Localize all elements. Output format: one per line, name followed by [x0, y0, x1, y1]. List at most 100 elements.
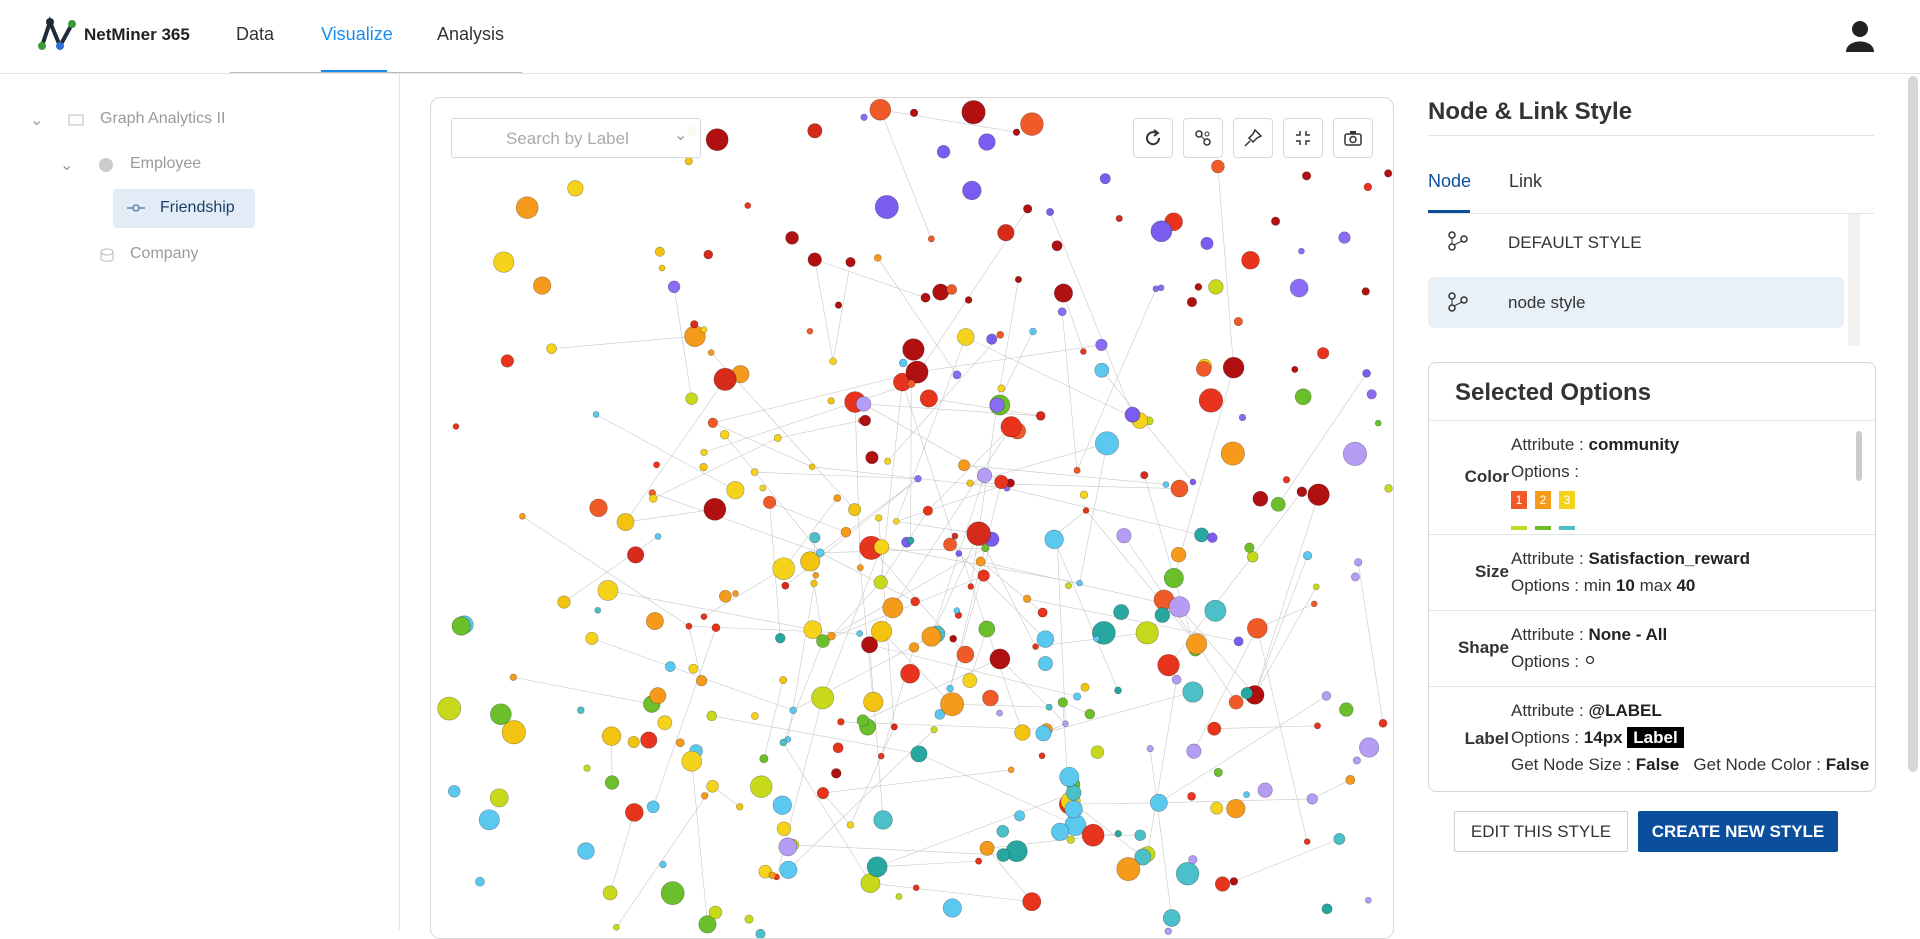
graph-node[interactable] [874, 811, 893, 830]
graph-node[interactable] [1183, 682, 1203, 702]
graph-node[interactable] [1271, 217, 1279, 225]
graph-node[interactable] [1001, 417, 1022, 438]
graph-node[interactable] [943, 899, 961, 917]
graph-node[interactable] [896, 893, 902, 899]
graph-node[interactable] [962, 100, 985, 123]
graph-node[interactable] [871, 621, 891, 641]
graph-node[interactable] [760, 755, 768, 763]
graph-node[interactable] [903, 339, 925, 361]
graph-node[interactable] [1046, 208, 1053, 215]
graph-node[interactable] [891, 724, 897, 730]
graph-node[interactable] [668, 281, 680, 293]
graph-node[interactable] [1303, 551, 1312, 560]
graph-node[interactable] [947, 685, 954, 692]
graph-node[interactable] [501, 355, 514, 368]
graph-node[interactable] [727, 481, 745, 499]
graph-node[interactable] [1115, 687, 1122, 694]
graph-node[interactable] [933, 284, 949, 300]
graph-node[interactable] [745, 203, 751, 209]
graph-node[interactable] [1045, 530, 1064, 549]
graph-node[interactable] [1208, 722, 1221, 735]
graph-node[interactable] [649, 495, 657, 503]
graph-node[interactable] [1362, 288, 1370, 296]
graph-node[interactable] [928, 236, 934, 242]
graph-node[interactable] [809, 464, 815, 470]
graph-node[interactable] [968, 584, 974, 590]
graph-node[interactable] [811, 580, 818, 587]
screenshot-button[interactable] [1333, 118, 1373, 158]
graph-node[interactable] [1346, 775, 1355, 784]
graph-node[interactable] [593, 411, 599, 417]
graph-node[interactable] [658, 716, 672, 730]
graph-node[interactable] [884, 458, 891, 465]
graph-node[interactable] [812, 687, 834, 709]
graph-node[interactable] [655, 247, 664, 256]
graph-node[interactable] [732, 590, 738, 596]
graph-node[interactable] [625, 803, 643, 821]
list-scrollbar[interactable] [1848, 214, 1860, 346]
graph-node[interactable] [1172, 675, 1181, 684]
graph-node[interactable] [1116, 215, 1122, 221]
graph-node[interactable] [875, 514, 882, 521]
graph-node[interactable] [977, 468, 992, 483]
graph-node[interactable] [547, 344, 557, 354]
graph-node[interactable] [516, 197, 538, 219]
graph-node[interactable] [661, 882, 684, 905]
graph-node[interactable] [1066, 785, 1081, 800]
graph-node[interactable] [866, 451, 879, 464]
layout-button[interactable] [1183, 118, 1223, 158]
graph-node[interactable] [846, 257, 856, 267]
graph-node[interactable] [883, 598, 903, 618]
graph-node[interactable] [578, 843, 595, 860]
graph-node[interactable] [1062, 721, 1068, 727]
graph-node[interactable] [659, 265, 665, 271]
graph-node[interactable] [690, 321, 698, 329]
graph-node[interactable] [1171, 480, 1188, 497]
graph-node[interactable] [646, 612, 663, 629]
graph-node[interactable] [817, 787, 828, 798]
graph-node[interactable] [1194, 528, 1208, 542]
graph-node[interactable] [857, 565, 863, 571]
graph-node[interactable] [584, 765, 591, 772]
graph-node[interactable] [923, 506, 933, 516]
graph-node[interactable] [1023, 595, 1031, 603]
graph-node[interactable] [790, 707, 797, 714]
graph-node[interactable] [558, 596, 571, 609]
graph-node[interactable] [1239, 414, 1246, 421]
tree-item[interactable]: Graph Analytics II [100, 110, 225, 128]
graph-node[interactable] [1013, 129, 1020, 136]
graph-node[interactable] [475, 877, 484, 886]
graph-node[interactable] [1195, 283, 1202, 290]
graph-node[interactable] [997, 331, 1004, 338]
graph-node[interactable] [1030, 328, 1037, 335]
tree-item[interactable]: Employee [130, 155, 201, 173]
graph-node[interactable] [1051, 823, 1068, 840]
graph-node[interactable] [598, 580, 618, 600]
graph-node[interactable] [577, 707, 584, 714]
graph-node[interactable] [1343, 442, 1366, 465]
nav-item[interactable]: Visualize [321, 24, 393, 45]
graph-node[interactable] [953, 371, 961, 379]
graph-node[interactable] [813, 572, 819, 578]
graph-node[interactable] [1171, 547, 1186, 562]
graph-node[interactable] [1085, 709, 1095, 719]
graph-node[interactable] [490, 789, 508, 807]
graph-node[interactable] [1313, 584, 1319, 590]
graph-node[interactable] [1304, 839, 1310, 845]
graph-node[interactable] [1253, 491, 1268, 506]
graph-node[interactable] [1094, 636, 1100, 642]
graph-node[interactable] [1169, 597, 1190, 618]
graph-node[interactable] [957, 646, 974, 663]
graph-node[interactable] [1039, 753, 1045, 759]
graph-node[interactable] [997, 825, 1009, 837]
graph-node[interactable] [1359, 738, 1379, 758]
graph-node[interactable] [1334, 833, 1345, 844]
graph-node[interactable] [1080, 348, 1086, 354]
graph-node[interactable] [804, 621, 822, 639]
graph-node[interactable] [1150, 794, 1167, 811]
graph-node[interactable] [708, 350, 714, 356]
graph-node[interactable] [1298, 248, 1304, 254]
graph-node[interactable] [1234, 637, 1243, 646]
graph-node[interactable] [998, 224, 1015, 241]
graph-node[interactable] [833, 743, 843, 753]
